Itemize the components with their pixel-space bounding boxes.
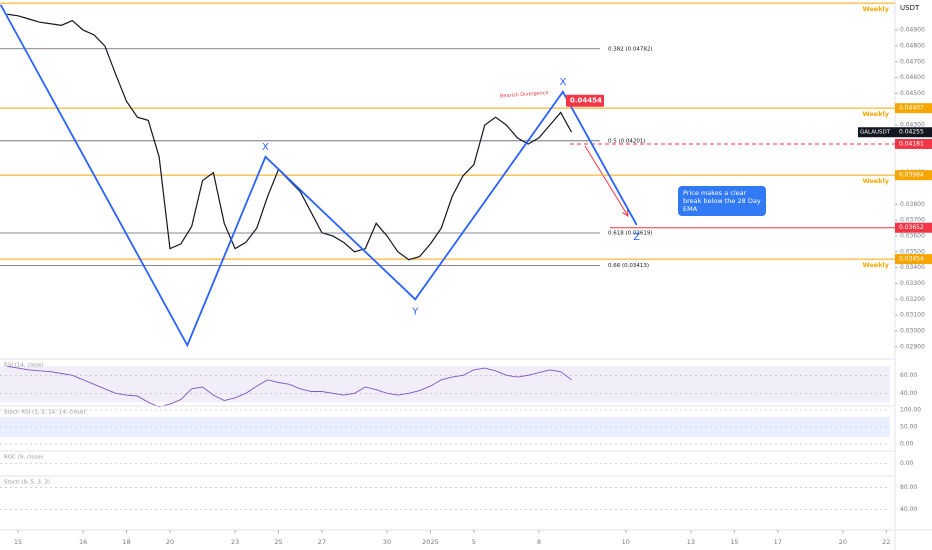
currency: USDT bbox=[900, 4, 920, 12]
price-badge-label: 0.03652 bbox=[899, 224, 924, 231]
price-badge bbox=[895, 138, 932, 149]
x-tick-label: 20 bbox=[839, 538, 847, 546]
wave-line bbox=[0, 4, 638, 348]
x-tick-label: 27 bbox=[318, 538, 326, 546]
wave-label: X bbox=[262, 142, 269, 153]
y-tick-label: 0.04500 bbox=[900, 90, 925, 97]
y-tick-label: 0.03100 bbox=[900, 312, 925, 319]
price-badge bbox=[895, 222, 932, 233]
pane-title: ROC (9, close) bbox=[4, 455, 43, 461]
pane-title: Stoch RSI (3, 3, 14, 14, close) bbox=[4, 410, 85, 416]
x-tick-label: 16 bbox=[79, 538, 87, 546]
price-line bbox=[7, 13, 573, 261]
price-badge-label: 0.03984 bbox=[899, 172, 924, 179]
peak-badge bbox=[566, 94, 604, 107]
pane-tick-label: 80.00 bbox=[900, 484, 917, 491]
pane-tick-label: 0.00 bbox=[900, 460, 914, 467]
price-badge bbox=[895, 254, 932, 265]
y-tick-label: 0.03400 bbox=[900, 264, 925, 271]
fib-label: 0.66 (0.03413) bbox=[608, 263, 649, 269]
band bbox=[0, 366, 890, 403]
wave-label: Z bbox=[633, 232, 640, 243]
pane-tick-label: 50.00 bbox=[900, 424, 917, 431]
pane-tick-label: 0.00 bbox=[900, 441, 914, 448]
fib-label: 0.618 (0.03619) bbox=[608, 230, 653, 236]
x-tick-label: 2025 bbox=[422, 538, 439, 546]
y-tick-label: 0.04900 bbox=[900, 27, 925, 34]
x-tick-label: 25 bbox=[274, 538, 282, 546]
weekly-label: Weekly bbox=[862, 261, 889, 269]
price-badge bbox=[895, 127, 932, 138]
y-tick-label: 0.02900 bbox=[900, 343, 925, 350]
y-tick-label: 0.03800 bbox=[900, 201, 925, 208]
x-tick-label: 13 bbox=[687, 538, 695, 546]
y-tick-label: 0.03600 bbox=[900, 232, 925, 239]
y-tick-label: 0.04600 bbox=[900, 74, 925, 81]
fib-label: 0.382 (0.04782) bbox=[608, 46, 653, 52]
y-tick-label: 0.03500 bbox=[900, 248, 925, 255]
x-tick-label: 5 bbox=[472, 538, 476, 546]
pane-title: RSI (14, close) bbox=[4, 363, 44, 369]
price-badge bbox=[895, 103, 932, 114]
x-tick-label: 8 bbox=[537, 538, 541, 546]
x-tick-label: 18 bbox=[122, 538, 130, 546]
price-badge-label: 0.04407 bbox=[899, 105, 924, 112]
x-tick-label: 15 bbox=[14, 538, 22, 546]
y-tick-label: 0.04700 bbox=[900, 58, 925, 65]
price-badge bbox=[895, 170, 932, 181]
y-tick-label: 0.04300 bbox=[900, 122, 925, 129]
y-tick-label: 0.04800 bbox=[900, 42, 925, 49]
x-tick-label: 17 bbox=[774, 538, 782, 546]
pane-tick-label: 100.00 bbox=[900, 406, 921, 413]
x-tick-label: 20 bbox=[166, 538, 174, 546]
price-badge-label: 0.03454 bbox=[899, 256, 924, 263]
note-box: Price makes a clear break below the 28 D… bbox=[678, 186, 766, 216]
price-badge-label: 0.04181 bbox=[899, 140, 924, 147]
symbol-badge-label: GALAUSDT bbox=[860, 130, 891, 136]
x-tick-label: 30 bbox=[383, 538, 391, 546]
pane-tick-label: 40.00 bbox=[900, 390, 917, 397]
pane-tick-label: 40.00 bbox=[900, 506, 917, 513]
y-tick-label: 0.03200 bbox=[900, 296, 925, 303]
fib-label: 0.5 (0.04201) bbox=[608, 138, 646, 144]
symbol-badge bbox=[858, 127, 895, 138]
y-tick-label: 0.03700 bbox=[900, 217, 925, 224]
y-tick-label: 0.03300 bbox=[900, 280, 925, 287]
arrow bbox=[584, 145, 628, 216]
indicator-line bbox=[7, 365, 572, 408]
main-pane bbox=[0, 2, 895, 348]
peak-label: 0.04454 bbox=[570, 97, 602, 105]
weekly-label: Weekly bbox=[862, 5, 889, 13]
x-tick-label: 23 bbox=[231, 538, 239, 546]
wave-label: X bbox=[559, 77, 566, 88]
pane-tick-label: 60.00 bbox=[900, 372, 917, 379]
x-tick-label: 10 bbox=[622, 538, 630, 546]
y-tick-label: 0.03000 bbox=[900, 327, 925, 334]
x-tick-label: 15 bbox=[730, 538, 738, 546]
last-price: 0.04255 bbox=[899, 129, 924, 136]
divergence-label: Bearish Divergence bbox=[500, 90, 549, 99]
weekly-label: Weekly bbox=[862, 110, 889, 118]
weekly-label: Weekly bbox=[862, 177, 889, 185]
x-tick-label: 22 bbox=[882, 538, 890, 546]
pane-title: Stoch (8, 5, 3, 3) bbox=[4, 480, 50, 486]
price-axis-bg bbox=[895, 0, 932, 550]
wave-label: Y bbox=[411, 306, 419, 317]
